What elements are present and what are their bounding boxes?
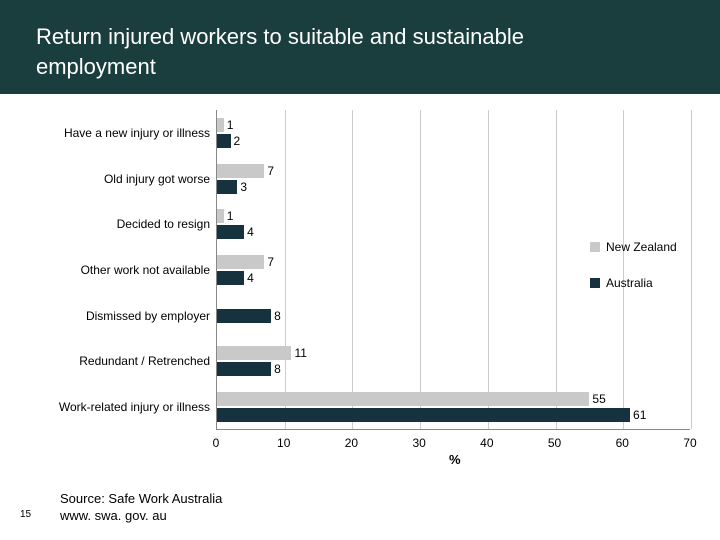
bar [217, 209, 224, 223]
bar-value-label: 1 [227, 118, 234, 132]
legend-swatch [590, 242, 600, 252]
source-line-1: Source: Safe Work Australia [60, 490, 222, 507]
legend-swatch [590, 278, 600, 288]
bar-value-label: 3 [240, 180, 247, 194]
source-citation: Source: Safe Work Australia www. swa. go… [60, 490, 222, 524]
category-label: Have a new injury or illness [30, 126, 210, 140]
bar-value-label: 4 [247, 271, 254, 285]
bar [217, 255, 264, 269]
bar-value-label: 8 [274, 362, 281, 376]
category-label: Other work not available [30, 263, 210, 277]
category-label: Decided to resign [30, 217, 210, 231]
bar [217, 134, 231, 148]
bar-value-label: 4 [247, 225, 254, 239]
x-tick-label: 10 [269, 436, 299, 450]
x-tick-label: 50 [540, 436, 570, 450]
bar-value-label: 2 [234, 134, 241, 148]
x-axis-title: % [449, 452, 461, 467]
x-tick-label: 40 [472, 436, 502, 450]
x-tick-label: 60 [607, 436, 637, 450]
bar [217, 362, 271, 376]
legend-label: New Zealand [606, 240, 677, 254]
legend-item: Australia [590, 276, 695, 290]
legend: New Zealand Australia [590, 240, 695, 312]
bar [217, 346, 291, 360]
page-title: Return injured workers to suitable and s… [36, 22, 524, 82]
grid-line [352, 110, 353, 429]
legend-item: New Zealand [590, 240, 695, 254]
category-label: Redundant / Retrenched [30, 354, 210, 368]
bar [217, 392, 589, 406]
x-tick-label: 0 [201, 436, 231, 450]
grid-line [556, 110, 557, 429]
bar-value-label: 11 [294, 346, 306, 360]
grid-line [420, 110, 421, 429]
bar [217, 164, 264, 178]
bar [217, 271, 244, 285]
chart: New ZealandAustralia 010203040506070%Hav… [30, 110, 695, 460]
bar-value-label: 7 [267, 255, 274, 269]
source-line-2: www. swa. gov. au [60, 507, 222, 524]
grid-line [488, 110, 489, 429]
x-tick-label: 70 [675, 436, 705, 450]
bar [217, 408, 630, 422]
bar [217, 225, 244, 239]
category-label: Work-related injury or illness [30, 400, 210, 414]
grid-line [285, 110, 286, 429]
bar-value-label: 7 [267, 164, 274, 178]
page-number: 15 [20, 509, 31, 520]
x-tick-label: 20 [336, 436, 366, 450]
category-label: Dismissed by employer [30, 309, 210, 323]
bar-value-label: 8 [274, 309, 281, 323]
category-label: Old injury got worse [30, 172, 210, 186]
legend-label: Australia [606, 276, 653, 290]
x-tick-label: 30 [404, 436, 434, 450]
bar [217, 180, 237, 194]
bar-value-label: 1 [227, 209, 234, 223]
bar [217, 118, 224, 132]
bar-value-label: 61 [633, 408, 646, 422]
bar [217, 309, 271, 323]
bar-value-label: 55 [592, 392, 605, 406]
